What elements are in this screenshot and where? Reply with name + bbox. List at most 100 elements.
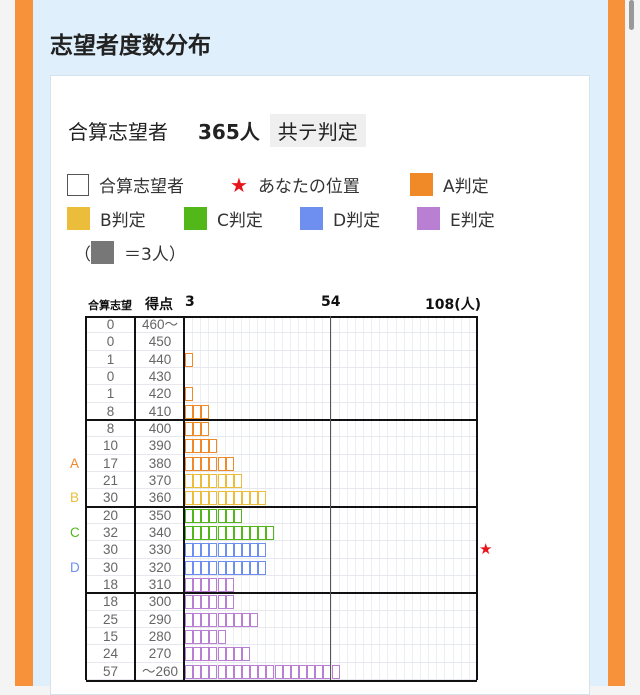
applicant-box (217, 560, 226, 575)
gridline (322, 316, 324, 680)
applicant-box (225, 525, 234, 540)
gridline (371, 316, 373, 680)
applicant-box (233, 508, 242, 523)
gridline (411, 316, 413, 680)
applicant-box (217, 664, 226, 679)
applicant-box (209, 543, 218, 558)
applicant-box (225, 560, 234, 575)
applicant-box (233, 525, 242, 540)
legend-d: D判定 (300, 206, 380, 231)
count-cell: 30 (102, 559, 119, 575)
table-row: 57 〜260 (86, 663, 477, 680)
count-cell: 30 (102, 490, 119, 506)
applicant-box (201, 456, 210, 471)
gridline (314, 316, 316, 680)
applicant-box (185, 352, 193, 367)
table-row: 0 430 (86, 368, 477, 386)
applicant-box (209, 560, 218, 575)
applicant-box (201, 439, 210, 454)
table-row: 1 420 (86, 385, 477, 403)
table-row: 10 390 (86, 437, 477, 455)
applicant-box (201, 508, 210, 523)
score-cell: 340 (148, 524, 172, 540)
table-row: 18 310 (86, 576, 477, 594)
applicant-box (250, 543, 259, 558)
table-border (183, 316, 185, 680)
applicant-box (241, 612, 250, 627)
applicant-box (209, 439, 218, 454)
applicant-box (225, 456, 234, 471)
scrollbar[interactable] (629, 0, 634, 30)
score-cell: 330 (148, 542, 172, 558)
count-cell: 17 (102, 455, 119, 471)
applicant-box (225, 595, 234, 610)
gridline (444, 316, 446, 680)
count-cell: 8 (106, 420, 115, 436)
applicant-box (217, 612, 226, 627)
score-header: 得点 (145, 297, 173, 313)
applicant-box (225, 647, 234, 662)
legend-label: E判定 (450, 211, 495, 231)
your-position-star-icon: ★ (479, 540, 493, 559)
score-cell: 〜260 (141, 663, 179, 679)
table-row: 25 290 (86, 611, 477, 628)
legend-applicants: 合算志望者 (67, 172, 184, 197)
score-cell: 320 (148, 559, 172, 575)
applicant-box (282, 664, 291, 679)
count-cell: 15 (102, 628, 119, 644)
applicant-box (225, 491, 234, 506)
table-row: 8 410 (86, 403, 477, 420)
applicant-box (209, 595, 218, 610)
applicant-box (193, 647, 202, 662)
applicant-box (209, 525, 218, 540)
gridline (338, 316, 340, 680)
gridline (403, 316, 405, 680)
score-cell: 450 (148, 334, 172, 350)
score-cell: 360 (148, 490, 172, 506)
applicant-box (201, 404, 210, 419)
applicant-box (209, 456, 218, 471)
table-border (134, 316, 136, 680)
legend-b: B判定 (67, 206, 146, 231)
score-cell: 460〜 (141, 317, 179, 332)
applicant-box (241, 664, 250, 679)
applicant-box (250, 664, 259, 679)
table-row: 21 370 (86, 472, 477, 490)
gridline (273, 316, 275, 680)
table-row: 17 380 (86, 455, 477, 472)
judgement-label: B (70, 490, 80, 506)
applicant-box (201, 525, 210, 540)
gridline (379, 316, 381, 680)
table-row: 32 340 (86, 524, 477, 542)
applicant-box (185, 595, 193, 610)
table-row: 18 300 (86, 593, 477, 611)
applicant-box (193, 525, 202, 540)
applicant-box (225, 664, 234, 679)
score-cell: 380 (148, 455, 172, 471)
applicant-box (209, 473, 218, 488)
gridline (363, 316, 365, 680)
applicant-box (241, 525, 250, 540)
applicant-box (217, 473, 226, 488)
legend-label: B判定 (100, 211, 146, 231)
table-row: 30 320 (86, 559, 477, 576)
count-cell: 20 (102, 507, 119, 523)
applicant-box (193, 421, 202, 436)
applicant-box (209, 647, 218, 662)
applicant-box (233, 560, 242, 575)
applicant-box (185, 577, 193, 592)
applicant-count: 365人 (198, 120, 260, 144)
table-row: 0 460〜 (86, 316, 477, 334)
count-cell: 10 (102, 438, 119, 454)
e-swatch-icon (417, 207, 440, 230)
table-row: 1 440 (86, 351, 477, 368)
gridline (281, 316, 283, 680)
legend-label: C判定 (217, 211, 263, 231)
a-swatch-icon (410, 173, 433, 196)
group-separator (86, 505, 477, 508)
applicant-box (193, 439, 202, 454)
applicant-box (185, 543, 193, 558)
applicant-box (185, 473, 193, 488)
applicant-box (209, 664, 218, 679)
applicant-box (225, 473, 234, 488)
